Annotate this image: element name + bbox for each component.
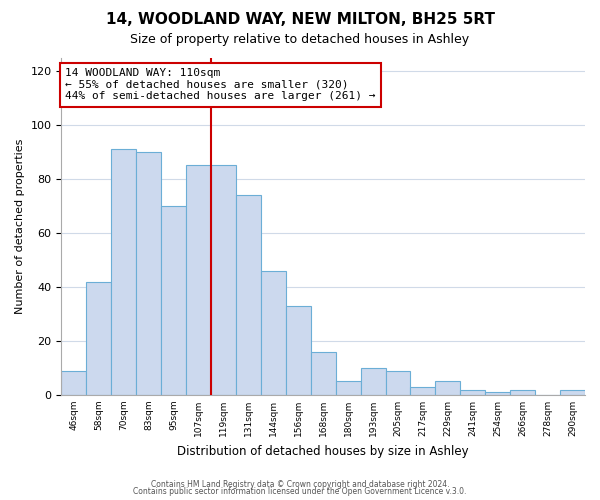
Bar [460,390,485,395]
Bar [286,306,311,395]
Bar [386,370,410,395]
Text: Contains public sector information licensed under the Open Government Licence v.: Contains public sector information licen… [133,487,467,496]
Text: Contains HM Land Registry data © Crown copyright and database right 2024.: Contains HM Land Registry data © Crown c… [151,480,449,489]
Bar [335,382,361,395]
Bar [361,368,386,395]
Bar [186,166,211,395]
Y-axis label: Number of detached properties: Number of detached properties [15,138,25,314]
Bar [86,282,111,395]
X-axis label: Distribution of detached houses by size in Ashley: Distribution of detached houses by size … [178,444,469,458]
Bar [261,271,286,395]
Text: Size of property relative to detached houses in Ashley: Size of property relative to detached ho… [130,32,470,46]
Bar [510,390,535,395]
Bar [560,390,585,395]
Bar [61,370,86,395]
Bar [211,166,236,395]
Text: 14, WOODLAND WAY, NEW MILTON, BH25 5RT: 14, WOODLAND WAY, NEW MILTON, BH25 5RT [106,12,494,28]
Bar [136,152,161,395]
Bar [161,206,186,395]
Bar [436,382,460,395]
Bar [485,392,510,395]
Bar [410,387,436,395]
Bar [111,150,136,395]
Bar [236,195,261,395]
Text: 14 WOODLAND WAY: 110sqm
← 55% of detached houses are smaller (320)
44% of semi-d: 14 WOODLAND WAY: 110sqm ← 55% of detache… [65,68,376,102]
Bar [311,352,335,395]
